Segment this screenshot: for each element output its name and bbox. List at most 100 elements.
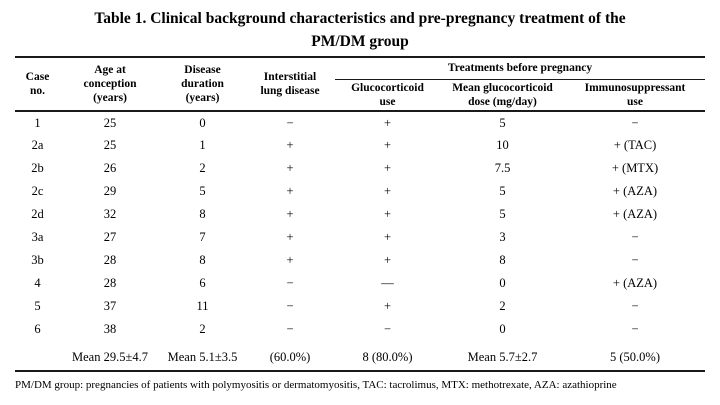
cell-duration: 8 [199,207,206,221]
cell-ild: + [286,253,294,267]
cell-gc-dose: 3 [499,230,506,244]
cell-gc-use: + [383,230,392,244]
summary-row: Mean 29.5±4.7 Mean 5.1±3.5 (60.0%) 8 (80… [15,341,705,371]
cell-gc-dose: 5 [499,184,506,198]
summary-immunosuppressant: 5 (50.0%) [610,349,660,364]
cell-gc-dose: 2 [499,299,506,313]
cell-age: 32 [103,207,117,221]
cell-age: 28 [103,253,117,267]
col-header-gc-dose: Mean glucocorticoid dose (mg/day) [452,81,553,108]
cell-duration: 5 [199,184,206,198]
cell-gc-use: + [383,299,392,313]
cell-gc-dose: 0 [499,276,506,290]
summary-age: Mean 29.5±4.7 [72,349,148,364]
cell-age: 27 [103,230,117,244]
cell-gc-dose: 8 [499,253,506,267]
clinical-table: Case no. Age at conception (years) Disea… [15,56,706,372]
cell-gc-use: + [383,184,392,198]
cell-age: 25 [103,138,117,152]
cell-case: 2a [31,138,44,152]
summary-gc-use: 8 (80.0%) [362,349,413,364]
cell-duration: 0 [199,115,206,130]
cell-gc-dose: 5 [499,207,506,221]
cell-immunosuppressant: + (AZA) [612,276,658,290]
cell-age: 38 [103,322,117,336]
cell-duration: 2 [199,322,206,336]
cell-age: 26 [103,161,117,175]
cell-gc-dose: 7.5 [494,161,511,175]
table-row: 2d 32 8 + + 5 + (AZA) [15,203,705,226]
col-header-gc-use: Glucocorticoid use [351,81,424,108]
cell-gc-use: + [383,253,392,267]
col-header-treatments-group: Treatments before pregnancy [335,57,706,80]
table-row: 3a 27 7 + + 3 − [15,226,705,249]
cell-age: 29 [103,184,117,198]
cell-ild: + [286,207,294,221]
table-row: 5 37 11 − + 2 − [15,295,705,318]
cell-case: 1 [34,115,41,130]
cell-immunosuppressant: − [631,115,639,130]
cell-immunosuppressant: + (MTX) [611,161,659,175]
table-row: 3b 28 8 + + 8 − [15,249,705,272]
cell-case: 3b [31,253,44,267]
cell-gc-use: + [383,115,392,130]
table-row: 2c 29 5 + + 5 + (AZA) [15,180,705,203]
cell-ild: + [286,230,294,244]
cell-immunosuppressant: − [631,299,639,313]
cell-duration: 11 [196,299,209,313]
cell-gc-use: + [383,138,392,152]
table-title-line1: Table 1. Clinical background characteris… [94,10,626,27]
col-header-duration: Disease duration (years) [181,64,224,104]
cell-ild: − [286,115,294,130]
table-title-line2: PM/DM group [311,33,409,50]
cell-immunosuppressant: − [631,322,639,336]
cell-case: 2c [31,184,44,198]
cell-ild: − [286,276,294,290]
cell-age: 37 [103,299,117,313]
cell-age: 28 [103,276,117,290]
cell-immunosuppressant: − [631,253,639,267]
cell-case: 2d [31,207,44,221]
cell-immunosuppressant: + (AZA) [612,184,658,198]
footnote: PM/DM group: pregnancies of patients wit… [15,379,617,391]
cell-age: 25 [103,115,117,130]
table-row: 1 25 0 − + 5 − [15,111,705,134]
col-header-case: Case no. [25,71,50,97]
col-header-ild: Interstitial lung disease [260,71,320,97]
table-title: Table 1. Clinical background characteris… [0,0,720,53]
cell-duration: 1 [199,138,206,152]
table-row: 2b 26 2 + + 7.5 + (MTX) [15,157,705,180]
cell-case: 4 [34,276,41,290]
cell-gc-dose: 0 [499,322,506,336]
cell-gc-use: + [383,161,392,175]
table-header: Case no. Age at conception (years) Disea… [15,57,706,111]
summary-case [15,341,60,371]
cell-immunosuppressant: + (AZA) [612,207,658,221]
cell-gc-dose: 10 [496,138,509,152]
cell-gc-use: — [381,276,394,290]
cell-ild: + [286,161,294,175]
cell-gc-use: − [383,322,392,336]
cell-gc-use: + [383,207,392,221]
summary-duration: Mean 5.1±3.5 [167,349,238,364]
col-header-age: Age at conception (years) [83,64,137,104]
cell-case: 6 [34,322,41,336]
cell-ild: − [286,322,294,336]
summary-ild: (60.0%) [269,349,311,364]
cell-case: 3a [31,230,44,244]
cell-ild: − [286,299,294,313]
cell-case: 2b [31,161,44,175]
cell-gc-dose: 5 [499,115,506,130]
cell-ild: + [286,138,294,152]
table-row: 6 38 2 − − 0 − [15,318,705,341]
cell-duration: 6 [199,276,206,290]
cell-case: 5 [34,299,41,313]
col-header-immunosuppressant: Immunosuppressant use [584,81,686,108]
cell-immunosuppressant: + (TAC) [613,138,657,152]
cell-immunosuppressant: − [631,230,639,244]
cell-duration: 2 [199,161,206,175]
summary-gc-dose: Mean 5.7±2.7 [467,349,538,364]
cell-duration: 8 [199,253,206,267]
cell-duration: 7 [199,230,206,244]
